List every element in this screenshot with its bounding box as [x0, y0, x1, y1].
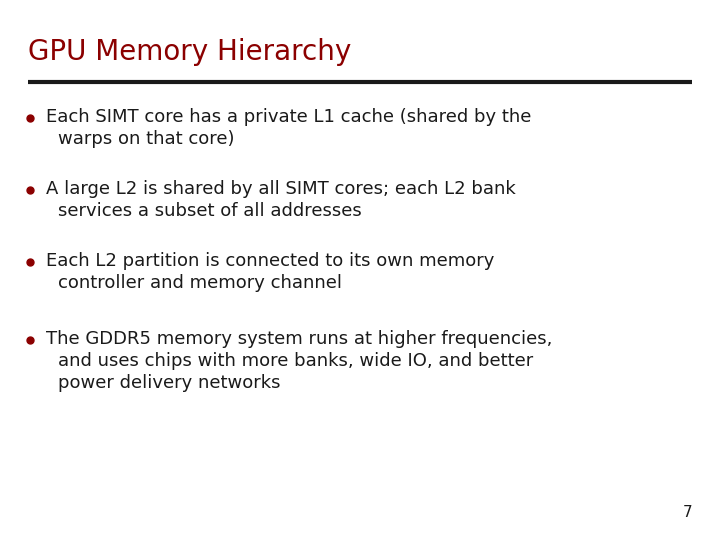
Text: controller and memory channel: controller and memory channel [58, 274, 342, 292]
Text: GPU Memory Hierarchy: GPU Memory Hierarchy [28, 38, 351, 66]
Text: and uses chips with more banks, wide IO, and better: and uses chips with more banks, wide IO,… [58, 352, 534, 370]
Text: A large L2 is shared by all SIMT cores; each L2 bank: A large L2 is shared by all SIMT cores; … [46, 180, 516, 198]
Text: services a subset of all addresses: services a subset of all addresses [58, 202, 361, 220]
Text: power delivery networks: power delivery networks [58, 374, 281, 392]
Text: warps on that core): warps on that core) [58, 130, 235, 148]
Text: The GDDR5 memory system runs at higher frequencies,: The GDDR5 memory system runs at higher f… [46, 330, 552, 348]
Text: 7: 7 [683, 505, 692, 520]
Text: Each L2 partition is connected to its own memory: Each L2 partition is connected to its ow… [46, 252, 495, 270]
Text: Each SIMT core has a private L1 cache (shared by the: Each SIMT core has a private L1 cache (s… [46, 108, 531, 126]
